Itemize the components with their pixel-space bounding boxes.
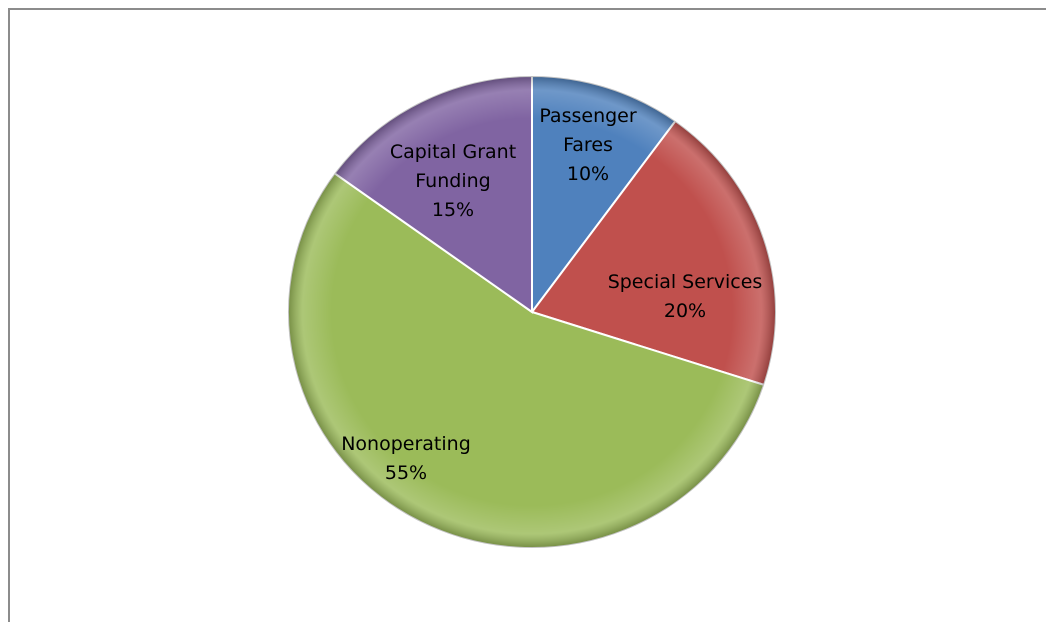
- data-label-capital-grant-funding: Capital Grant Funding 15%: [390, 141, 516, 221]
- pie-labels: Passenger Fares 10% Special Services 20% Nono…: [341, 105, 762, 484]
- data-label-nonoperating: Nonoperating 55%: [341, 433, 471, 484]
- chart-frame: Passenger Fares 10% Special Services 20% Nono…: [8, 8, 1046, 622]
- pie-chart: Passenger Fares 10% Special Services 20% Nono…: [287, 74, 777, 549]
- data-label-passenger-fares: Passenger Fares 10%: [539, 105, 637, 185]
- data-label-special-services: Special Services 20%: [608, 271, 763, 322]
